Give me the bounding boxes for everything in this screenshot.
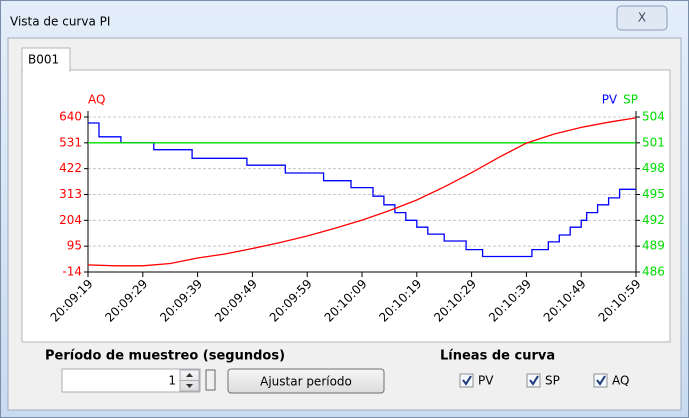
tab-label[interactable]: B001 — [28, 53, 59, 67]
y2-tick-label: 486 — [642, 265, 665, 279]
period-value[interactable]: 1 — [168, 374, 176, 388]
legend-label: PV — [602, 93, 618, 107]
period-label: Período de muestreo (segundos) — [45, 349, 285, 364]
tab-panel — [21, 69, 671, 343]
legend-label: AQ — [88, 93, 105, 107]
checkbox-label[interactable]: AQ — [612, 374, 629, 388]
bracket-icon[interactable] — [205, 369, 216, 391]
spin-arrows — [186, 373, 193, 388]
tab-join — [23, 69, 69, 72]
y-tick-label: 313 — [59, 187, 82, 201]
y2-tick-label: 495 — [642, 187, 665, 201]
legend-label: SP — [623, 93, 638, 107]
series-line — [88, 122, 636, 258]
y2-tick-label: 504 — [642, 110, 665, 124]
y-tick-label: 204 — [59, 213, 82, 227]
series-line — [87, 117, 637, 267]
curve-lines-label: Líneas de curva — [440, 349, 555, 364]
y2-tick-label: 492 — [642, 213, 665, 227]
checkmark[interactable] — [529, 375, 539, 386]
close-button[interactable] — [616, 5, 668, 31]
window-title: Vista de curva PI — [10, 15, 110, 29]
checkbox-label[interactable]: SP — [545, 374, 560, 388]
y-tick-label: -14 — [62, 265, 82, 279]
adjust-button[interactable] — [227, 368, 385, 394]
y-tick-label: 95 — [67, 239, 82, 253]
y2-tick-label: 501 — [642, 135, 665, 149]
close-icon[interactable]: X — [638, 11, 646, 25]
checkbox-label[interactable]: PV — [478, 374, 494, 388]
period-input[interactable] — [61, 368, 201, 393]
checkmark[interactable] — [596, 375, 606, 386]
y-tick-label: 640 — [59, 110, 82, 124]
y-tick-label: 531 — [59, 135, 82, 149]
y2-tick-label: 489 — [642, 239, 665, 253]
checkmark[interactable] — [462, 375, 472, 386]
y2-tick-label: 498 — [642, 161, 665, 175]
adjust-button-label[interactable]: Ajustar período — [260, 375, 352, 389]
y-tick-label: 422 — [59, 161, 82, 175]
checkbox-group: PV SP AQ — [459, 373, 629, 388]
